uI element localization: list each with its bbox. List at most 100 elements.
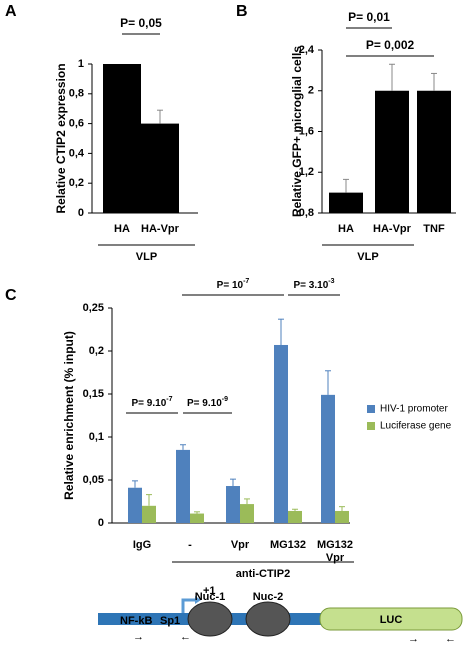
bar	[176, 449, 190, 523]
tss-arrow-head	[195, 596, 201, 604]
error-bar	[389, 63, 395, 91]
error-bar	[157, 109, 163, 124]
primer-arrows: ←	[180, 631, 191, 643]
promoter-diagram: NF-kB Sp1 +1 Nuc-1 Nuc-2 LUC → ← → ←	[98, 585, 463, 645]
x-tick-label: HA	[114, 223, 130, 235]
y-axis-label: Relative CTIP2 expression	[54, 63, 68, 213]
bar	[142, 505, 156, 523]
y-tick-label: 2,4	[299, 44, 315, 56]
y-tick-label: 1	[78, 58, 84, 70]
p-value: P= 3.10	[294, 280, 329, 291]
p-value: P= 0,01	[348, 10, 390, 24]
y-tick-label: 0,2	[69, 177, 84, 189]
x-tick-label: IgG	[133, 539, 151, 551]
bar	[329, 192, 363, 213]
y-tick-label: 0,8	[299, 207, 314, 219]
legend-swatch	[367, 405, 375, 413]
error-bar	[292, 508, 298, 511]
y-tick-label: 2	[308, 85, 314, 97]
error-bar	[194, 511, 200, 514]
x-tick-label: HA-Vpr	[141, 223, 180, 235]
tss-label: +1	[203, 585, 216, 597]
primer-arrows: ←	[445, 633, 456, 644]
y-tick-label: 0,1	[89, 431, 104, 443]
panel-label: B	[236, 3, 248, 20]
y-tick-label: 1,6	[299, 125, 314, 137]
p-value: P= 0,05	[120, 16, 162, 30]
y-tick-label: 1,2	[299, 166, 314, 178]
p-value: P= 9.10	[187, 398, 222, 409]
x-tick-label: HA-Vpr	[373, 223, 412, 235]
significance-label: P= 0,002	[366, 38, 415, 52]
significance-label: P= 3.10-3	[294, 278, 335, 291]
y-tick-label: 0,25	[83, 302, 104, 314]
bar	[190, 513, 204, 523]
y-axis-label: Relative GFP+ microglial cells	[290, 46, 304, 217]
bar	[274, 344, 288, 523]
panel-label: C	[5, 287, 17, 304]
x-tick-line: Vpr	[326, 552, 345, 564]
error-bar	[132, 480, 138, 488]
bar	[226, 486, 240, 523]
luc-label: LUC	[380, 614, 403, 626]
p-value: P= 9.10	[132, 398, 167, 409]
significance-label: P= 0,01	[348, 10, 390, 24]
legend-label: Luciferase gene	[380, 421, 452, 432]
y-axis-label: Relative enrichment (% input)	[62, 331, 76, 500]
nuc1-label: Nuc-1	[195, 591, 226, 603]
x-tick-label: -	[188, 539, 192, 551]
primer-arrows: →	[133, 631, 144, 643]
x-tick-label: TNF	[423, 223, 445, 235]
nuc2-label: Nuc-2	[253, 591, 284, 603]
panel-label: A	[5, 3, 17, 20]
bar	[288, 510, 302, 523]
tss-arrow	[181, 598, 195, 613]
error-bar	[146, 494, 152, 506]
error-bar	[325, 370, 331, 395]
error-bar	[431, 72, 437, 91]
x-tick-label: MG132 Vpr	[317, 539, 353, 564]
legend-swatch	[367, 422, 375, 430]
nucleosome	[245, 601, 291, 637]
y-tick-label: 0,2	[89, 345, 104, 357]
p-value: P= 10	[217, 280, 244, 291]
x-tick-label: Vpr	[231, 539, 250, 551]
error-bar	[180, 444, 186, 450]
p-exponent: -3	[328, 278, 334, 285]
significance-label: P= 0,05	[120, 16, 162, 30]
significance-label: P= 9.10-9	[187, 396, 228, 409]
y-tick-label: 0,15	[83, 388, 104, 400]
luc-box	[319, 607, 463, 631]
nucleosome	[187, 601, 233, 637]
bar	[417, 90, 451, 213]
error-bar	[230, 478, 236, 487]
bar	[375, 90, 409, 213]
group-label: VLP	[136, 251, 157, 263]
bar	[240, 504, 254, 523]
p-exponent: -7	[243, 278, 249, 285]
x-tick-label: MG132	[270, 539, 306, 551]
y-tick-label: 0	[98, 517, 104, 529]
error-bar	[244, 498, 250, 505]
p-exponent: -9	[222, 396, 228, 403]
y-tick-label: 0,6	[69, 118, 84, 130]
p-exponent: -7	[166, 396, 172, 403]
error-bar	[343, 178, 349, 193]
x-tick-label: HA	[338, 223, 354, 235]
p-value: P= 0,002	[366, 38, 415, 52]
bar	[141, 123, 179, 213]
bar	[321, 394, 335, 523]
primer-arrows: →	[408, 633, 419, 644]
bar	[103, 64, 141, 213]
nfkb-label: NF-kB	[120, 615, 152, 627]
x-tick-line: MG132	[317, 539, 353, 551]
y-tick-label: 0,05	[83, 474, 104, 486]
sp1-label: Sp1	[160, 615, 180, 627]
y-tick-label: 0	[78, 207, 84, 219]
group-label: anti-CTIP2	[236, 568, 290, 580]
y-tick-label: 0,4	[69, 147, 85, 159]
bar	[128, 487, 142, 523]
y-tick-label: 0,8	[69, 88, 84, 100]
bar	[335, 510, 349, 523]
